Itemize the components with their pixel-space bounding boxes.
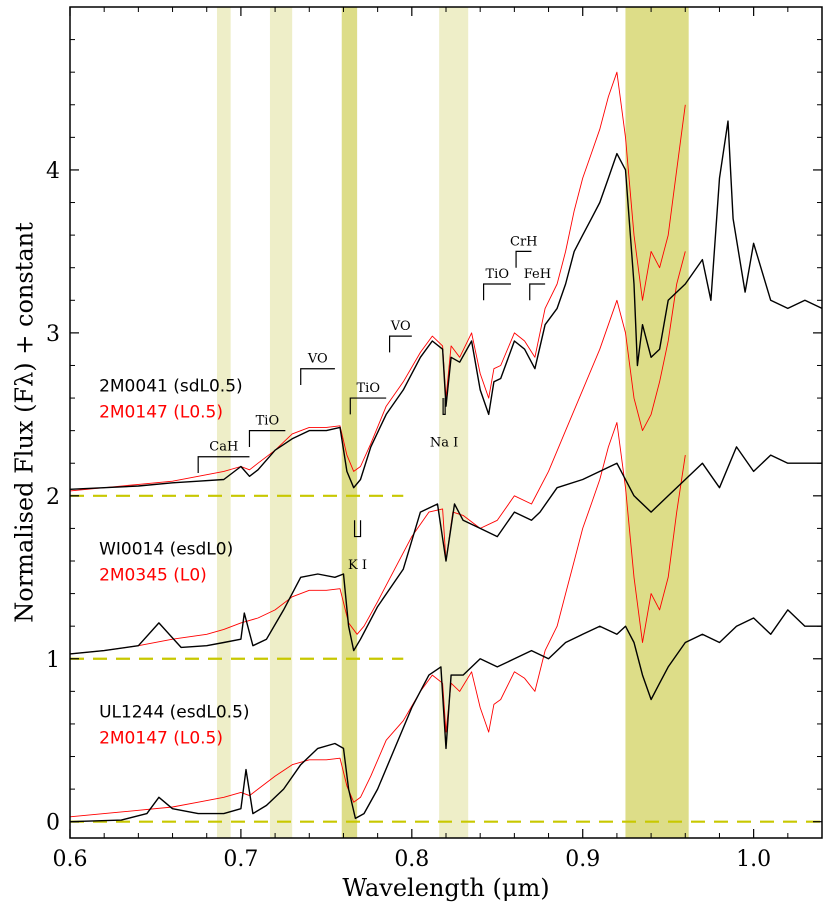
spectrum-series	[69, 71, 823, 823]
axis-ticks: 0.6 0.7 0.8 0.9 1.0 0 1 2 3 4	[46, 7, 822, 872]
zero-flux-baselines	[70, 494, 822, 823]
object-label-3: 2M0345 (L0)	[99, 566, 207, 586]
x-tick-label-3: 0.9	[565, 847, 600, 872]
feature-bracket-3	[349, 397, 387, 415]
object-label-2: WI0014 (esdL0)	[99, 539, 233, 559]
feature-label-6: CrH	[510, 234, 538, 249]
feature-label-0: CaH	[209, 440, 238, 455]
x-axis-label: Wavelength (μm)	[342, 874, 549, 902]
feature-label-2: VO	[307, 352, 328, 367]
feature-bracket-8	[442, 398, 446, 415]
object-label-5: 2M0147 (L0.5)	[99, 728, 223, 748]
spectrum-line-2	[69, 446, 822, 655]
object-label-4: UL1244 (esdL0.5)	[99, 702, 249, 722]
spectrum-line-5	[69, 422, 686, 818]
y-tick-label-2: 2	[46, 485, 60, 510]
feature-label-3: TiO	[356, 381, 380, 396]
spectrum-line-0	[69, 120, 823, 490]
y-tick-label-4: 4	[46, 159, 60, 184]
feature-label-4: VO	[390, 319, 411, 334]
spectrum-line-4	[69, 609, 822, 823]
telluric-band-2	[341, 7, 358, 838]
x-tick-label-0: 0.6	[53, 847, 88, 872]
feature-bracket-0	[197, 456, 250, 474]
y-tick-label-0: 0	[46, 811, 60, 836]
y-tick-label-1: 1	[46, 648, 60, 673]
x-tick-label-4: 1.0	[736, 847, 771, 872]
y-axis-label: Normalised Flux (Fλ) + constant	[10, 222, 38, 623]
feature-label-1: TiO	[256, 414, 280, 429]
spectrum-line-3	[69, 251, 686, 655]
spectrum-line-1	[69, 71, 686, 492]
telluric-band-1	[269, 7, 293, 838]
feature-bracket-5	[483, 283, 511, 301]
feature-annotations: CaH TiO VO TiO VO TiO CrH FeH Na I K I	[197, 234, 551, 573]
feature-bracket-1	[248, 430, 286, 447]
feature-bracket-2	[300, 368, 335, 386]
feature-label-5: TiO	[486, 267, 510, 282]
feature-bracket-4	[389, 335, 412, 353]
feature-bracket-6	[515, 250, 532, 268]
telluric-band-4	[625, 7, 689, 838]
object-labels: 2M0041 (sdL0.5) 2M0147 (L0.5) WI0014 (esdL…	[99, 377, 249, 749]
x-tick-label-2: 0.8	[394, 847, 429, 872]
telluric-bands	[216, 7, 689, 838]
object-label-1: 2M0147 (L0.5)	[99, 403, 223, 423]
feature-label-9: K I	[348, 558, 367, 573]
object-label-0: 2M0041 (sdL0.5)	[99, 377, 243, 397]
feature-label-8: Na I	[430, 436, 458, 451]
y-tick-label-3: 3	[46, 322, 60, 347]
feature-label-7: FeH	[524, 267, 551, 282]
feature-bracket-7	[529, 283, 546, 301]
feature-bracket-9	[353, 520, 362, 538]
x-tick-label-1: 0.7	[223, 847, 258, 872]
